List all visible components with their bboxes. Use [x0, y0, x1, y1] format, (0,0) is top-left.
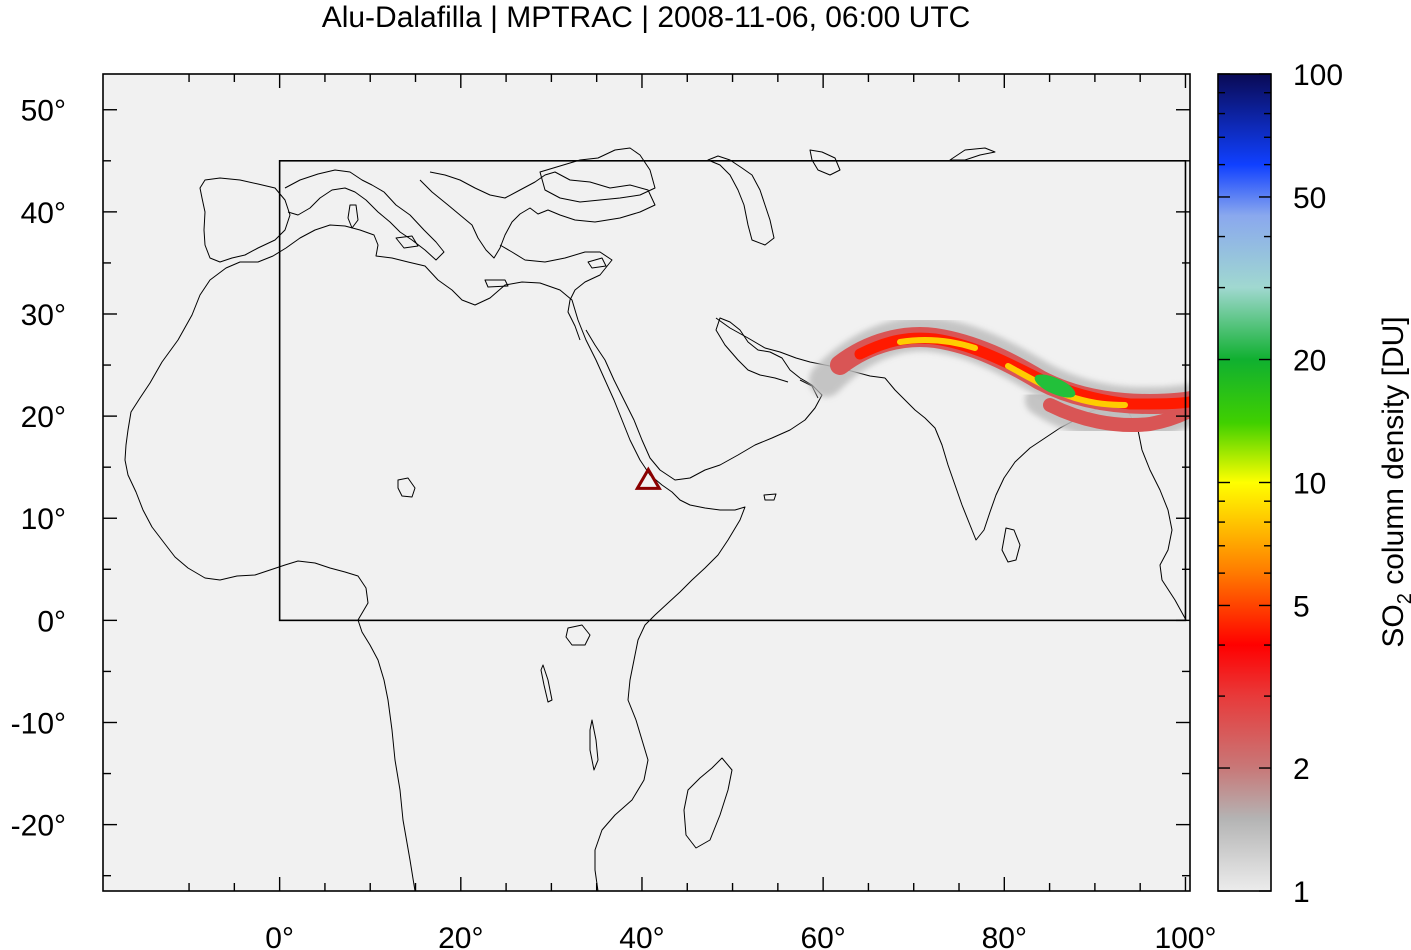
aral-sea-coastline [809, 149, 841, 176]
colorbar-tick-label: 2 [1293, 753, 1310, 786]
x-tick-label: 100° [1154, 922, 1216, 950]
y-tick-label: 0° [37, 605, 66, 638]
colorbar-tick-label: 10 [1293, 468, 1326, 501]
domain-box [278, 160, 1187, 622]
y-tick-label: 10° [21, 503, 66, 536]
lake-tanganyika-coastline [540, 664, 553, 703]
colorbar-tick-label: 5 [1293, 590, 1310, 623]
balkhash-coastline [949, 147, 996, 161]
map-frame [102, 73, 1191, 892]
plume-core [897, 337, 1128, 408]
y-tick-label: 40° [21, 197, 66, 230]
colorbar-tick-labels: 100 50 20 10 5 2 1 [1293, 59, 1343, 909]
x-tick-labels: 0° 20° 40° 60° 80° 100° [265, 922, 1216, 950]
colorbar-label: SO2 column density [DU] [1377, 316, 1411, 647]
lake-victoria-coastline [565, 624, 591, 646]
x-tick-label: 60° [800, 922, 845, 950]
colorbar-tick-label: 50 [1293, 182, 1326, 215]
colorbar-label-main: SO [1377, 604, 1410, 647]
coastlines [124, 147, 1187, 891]
cyprus-coastline [587, 257, 607, 269]
map-panel: 0° 20° 40° 60° 80° 100° 50° 40° 30° 20° 10° 0° -10°… [11, 73, 1217, 950]
colorbar-tick-label: 100 [1293, 59, 1343, 92]
plume-mid-branch [1043, 398, 1190, 433]
colorbar-tick-label: 1 [1293, 876, 1310, 909]
crete-coastline [484, 279, 509, 288]
socotra-coastline [763, 493, 777, 501]
x-tick-label: 40° [619, 922, 664, 950]
y-tick-label: -10° [11, 707, 66, 740]
sardinia-coastline [347, 204, 359, 229]
so2-plume [809, 317, 1190, 441]
x-tick-label: 80° [982, 922, 1027, 950]
y-tick-label: 30° [21, 299, 66, 332]
plot-title: Alu-Dalafilla | MPTRAC | 2008-11-06, 06:… [322, 1, 971, 34]
colorbar-label-rest: column density [DU] [1377, 316, 1410, 593]
black-sea-coastline [539, 147, 656, 203]
colorbar-tick-label: 20 [1293, 345, 1326, 378]
colorbar-label-subscript: 2 [1394, 593, 1411, 604]
europe-coastline [199, 177, 291, 263]
y-tick-label: -20° [11, 810, 66, 843]
triangle-marker-icon [634, 466, 662, 490]
x-tick-label: 0° [265, 922, 294, 950]
lake-chad-coastline [397, 477, 416, 498]
france-italy-coastline [284, 169, 445, 261]
balkans-greece-coastline [419, 171, 656, 259]
anatolia-levant-coastline [499, 244, 613, 341]
sri-lanka-coastline [1001, 527, 1021, 563]
y-tick-label: 50° [21, 95, 66, 128]
y-tick-labels: 50° 40° 30° 20° 10° 0° -10° -20° [11, 95, 66, 843]
colorbar-ticks [1218, 73, 1271, 892]
africa-coastline [124, 224, 746, 891]
y-tick-label: 20° [21, 401, 66, 434]
x-tick-label: 20° [438, 922, 483, 950]
caspian-sea-coastline [707, 155, 775, 246]
lake-malawi-coastline [589, 719, 599, 771]
madagascar-coastline [683, 757, 733, 849]
map-ticks [103, 74, 1190, 891]
sicily-coastline [395, 235, 419, 249]
plume-peak [1034, 374, 1076, 398]
arabia-coastline [585, 317, 823, 481]
